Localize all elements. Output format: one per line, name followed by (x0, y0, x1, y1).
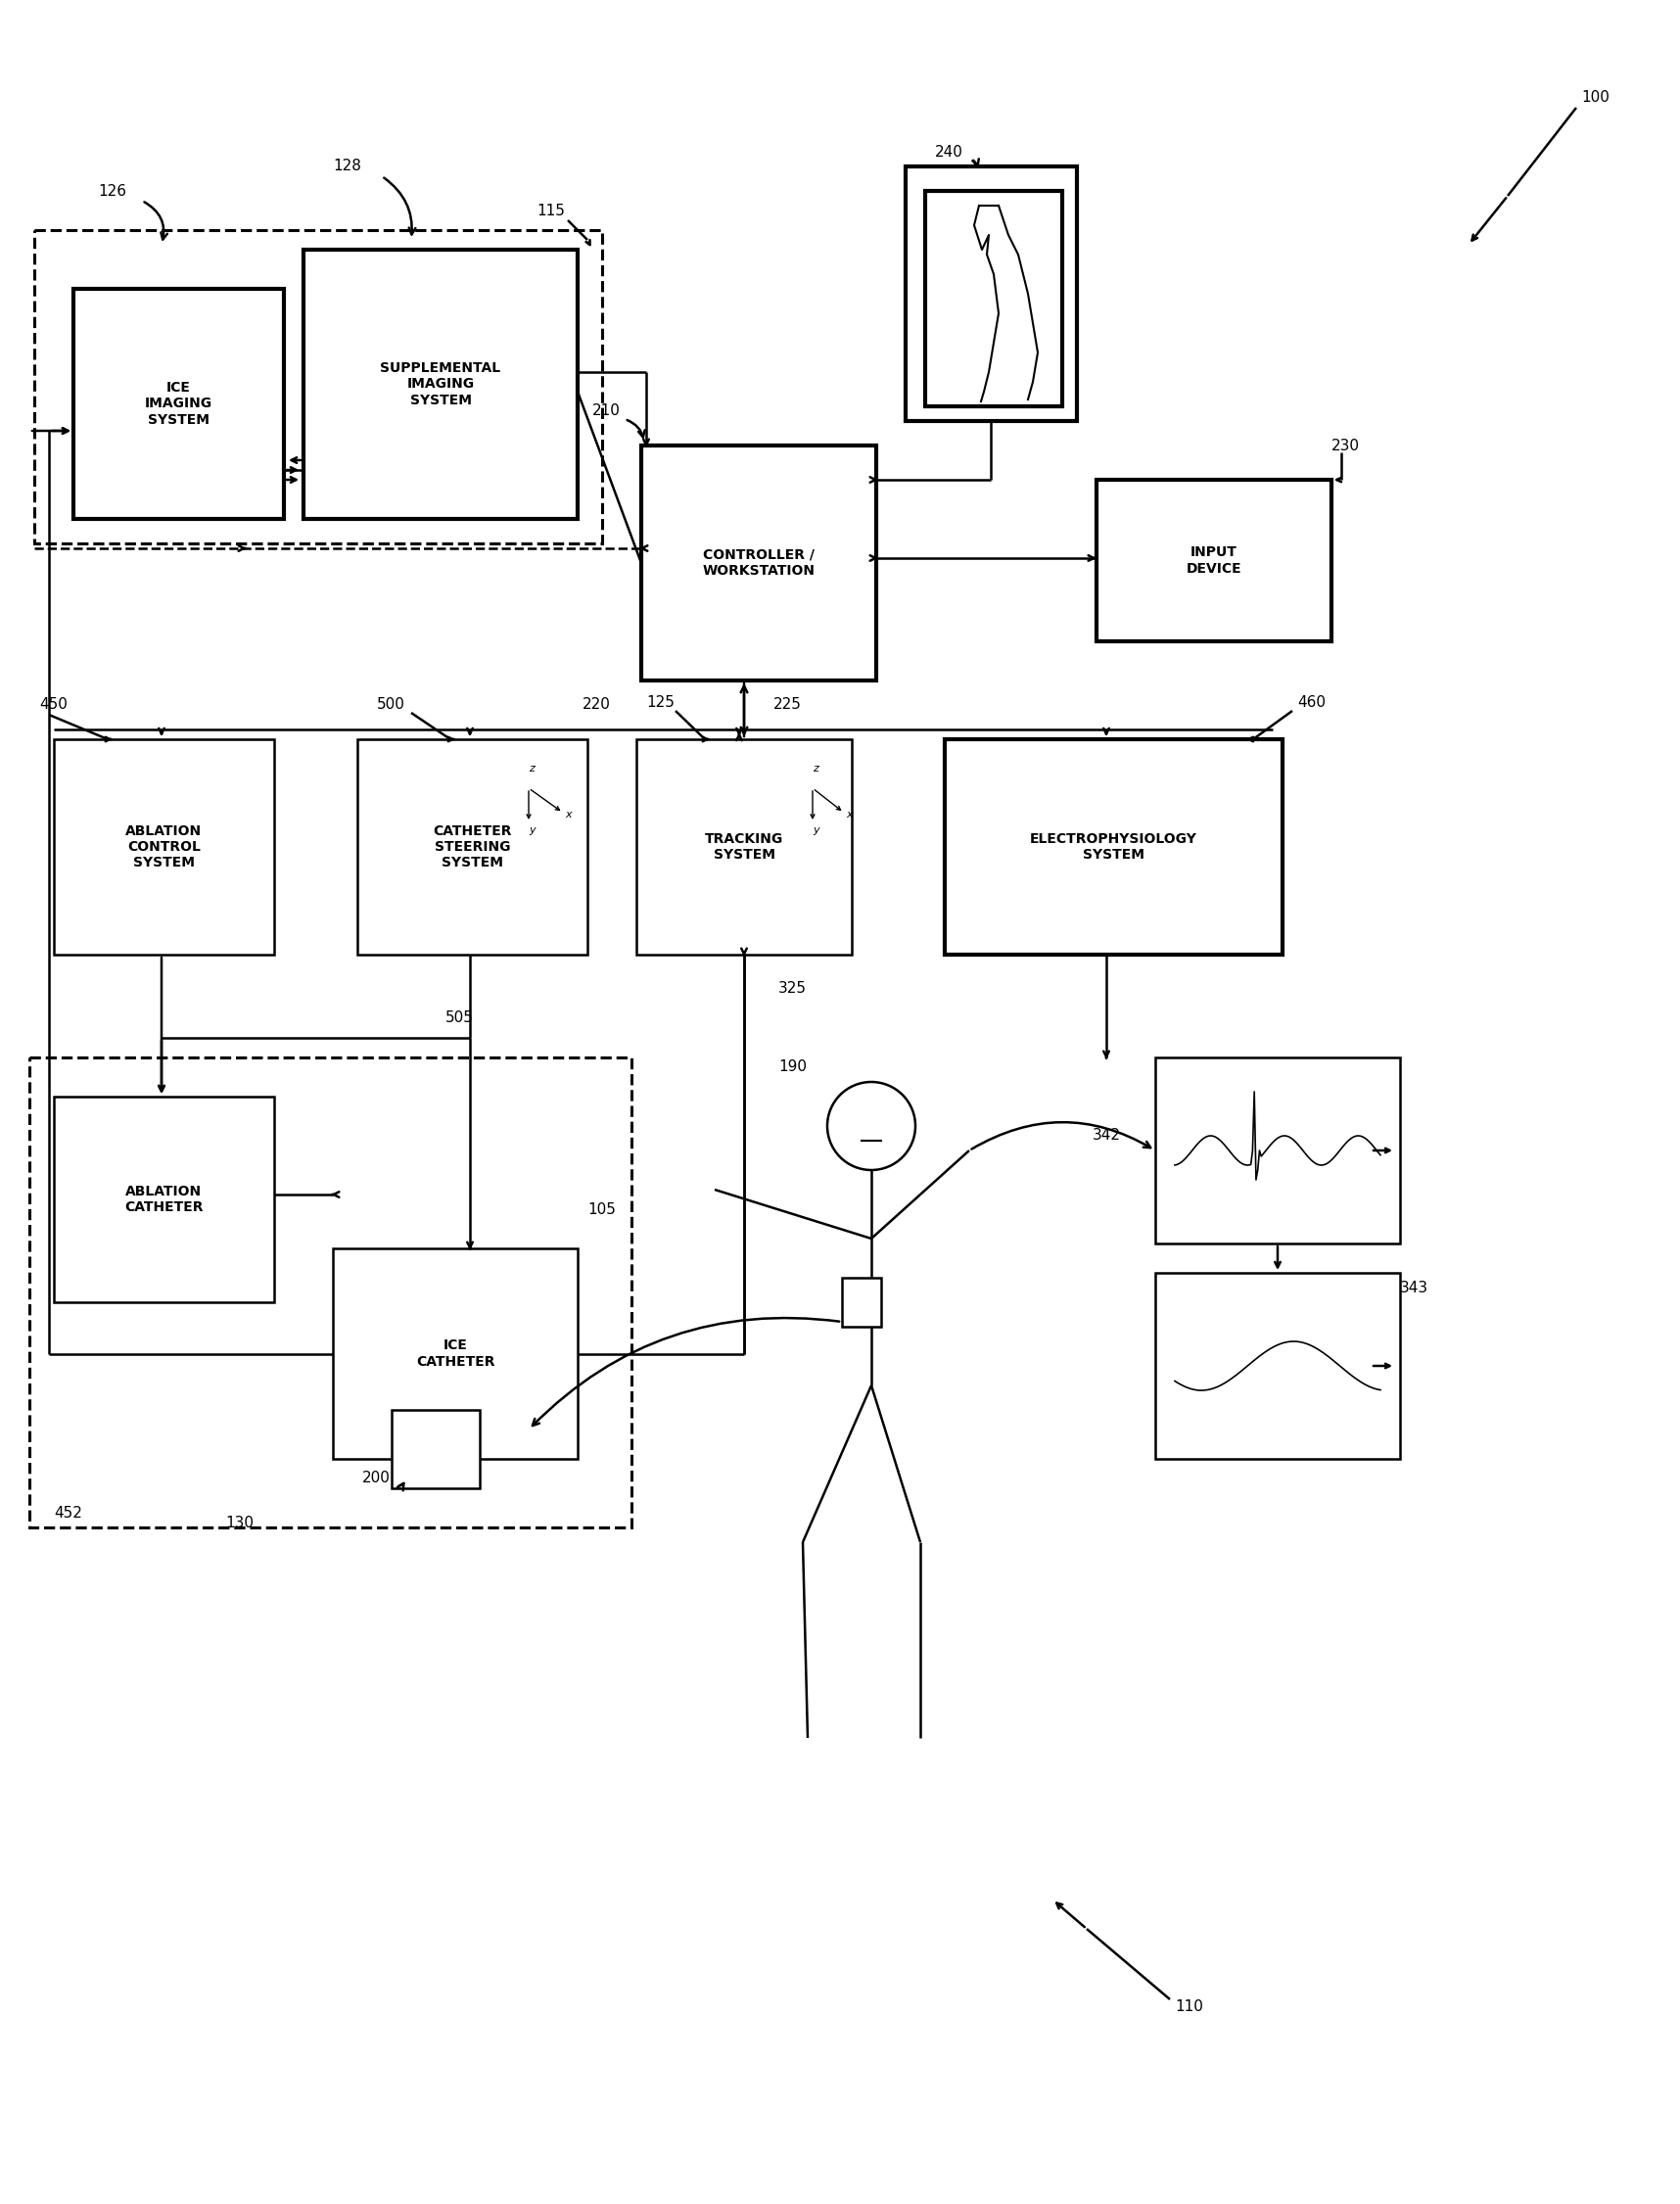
Text: y: y (813, 826, 820, 835)
Text: 210: 210 (593, 403, 620, 419)
Text: 342: 342 (1092, 1128, 1121, 1144)
Bar (642, 445, 877, 681)
Bar (652, 562, 746, 657)
Text: 128: 128 (333, 159, 361, 174)
Bar (29, 1058, 632, 1527)
Text: CATHETER
STEERING
SYSTEM: CATHETER STEERING SYSTEM (433, 824, 512, 871)
Text: 125: 125 (647, 696, 674, 710)
Text: x: x (845, 809, 852, 820)
Text: 126: 126 (97, 183, 126, 198)
Bar (304, 249, 578, 518)
Text: 452: 452 (54, 1505, 82, 1521)
Text: 100: 100 (1581, 90, 1609, 106)
Bar (1156, 1058, 1399, 1243)
Bar (391, 1411, 480, 1488)
Text: 460: 460 (1297, 696, 1326, 710)
Bar (1097, 480, 1332, 641)
Text: z: z (529, 765, 534, 774)
Text: 200: 200 (363, 1470, 390, 1485)
Text: 240: 240 (936, 145, 963, 159)
Text: 190: 190 (778, 1060, 806, 1076)
Bar (637, 738, 852, 954)
Bar (842, 1278, 880, 1327)
Text: ELECTROPHYSIOLOGY
SYSTEM: ELECTROPHYSIOLOGY SYSTEM (1030, 833, 1198, 862)
Text: 220: 220 (583, 699, 612, 712)
Bar (761, 562, 867, 657)
Text: 105: 105 (588, 1201, 615, 1217)
Text: 115: 115 (536, 203, 564, 218)
Text: z: z (813, 765, 818, 774)
Text: 343: 343 (1399, 1281, 1428, 1296)
Bar (944, 738, 1282, 954)
Text: 500: 500 (376, 699, 405, 712)
Text: 325: 325 (778, 981, 806, 996)
Text: y: y (529, 826, 536, 835)
Bar (906, 168, 1077, 421)
Bar (34, 229, 601, 544)
Text: TRACKING
SYSTEM: TRACKING SYSTEM (706, 833, 783, 862)
Text: ICE
CATHETER: ICE CATHETER (417, 1338, 494, 1369)
Text: CONTROLLER /
WORKSTATION: CONTROLLER / WORKSTATION (702, 549, 815, 577)
Text: 225: 225 (773, 699, 801, 712)
Text: x: x (564, 809, 571, 820)
Text: 450: 450 (39, 699, 67, 712)
Text: 110: 110 (1174, 1999, 1203, 2014)
Text: ABLATION
CONTROL
SYSTEM: ABLATION CONTROL SYSTEM (126, 824, 202, 871)
Text: 230: 230 (1332, 439, 1359, 452)
Text: 505: 505 (445, 1012, 474, 1025)
Bar (74, 289, 284, 518)
Bar (358, 738, 588, 954)
Text: SUPPLEMENTAL
IMAGING
SYSTEM: SUPPLEMENTAL IMAGING SYSTEM (380, 361, 501, 408)
Text: ABLATION
CATHETER: ABLATION CATHETER (124, 1184, 203, 1214)
Bar (54, 738, 274, 954)
Bar (333, 1247, 578, 1459)
Bar (926, 192, 1062, 406)
Text: 130: 130 (225, 1514, 254, 1530)
Text: INPUT
DEVICE: INPUT DEVICE (1186, 547, 1242, 575)
Bar (1156, 1274, 1399, 1459)
Bar (54, 1098, 274, 1303)
Text: ICE
IMAGING
SYSTEM: ICE IMAGING SYSTEM (144, 381, 212, 428)
